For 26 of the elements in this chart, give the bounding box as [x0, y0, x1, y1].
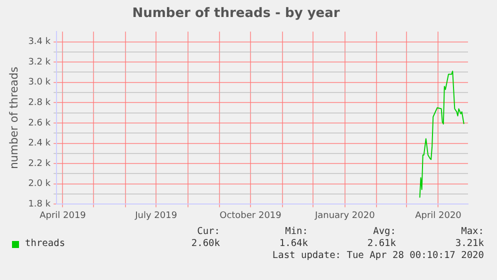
y-tick-label: 3.2 k — [28, 57, 52, 68]
y-tick-label: 2.0 k — [28, 179, 52, 190]
legend-label: threads — [25, 238, 66, 250]
text: Max: — [460, 226, 484, 238]
x-tick-label: January 2020 — [314, 210, 376, 221]
x-tick-label: April 2020 — [415, 210, 462, 221]
y-tick-label: 3.0 k — [28, 78, 52, 88]
y-tick-label: 2.6 k — [28, 118, 52, 128]
y-tick-label: 3.4 k — [28, 37, 52, 48]
text: 2.61k — [366, 238, 396, 250]
text: Cur: — [196, 226, 220, 238]
y-tick-label: 2.4 k — [28, 138, 52, 149]
text: Min: — [284, 226, 308, 238]
text: 2.60k — [190, 238, 220, 250]
x-tick-label: April 2019 — [40, 210, 86, 221]
y-axis-title: number of threads — [7, 66, 20, 170]
text: 3.21k — [454, 238, 484, 250]
y-tick-label: 2.8 k — [28, 98, 52, 108]
text: Last update: Tue Apr 28 00:10:17 2020 — [271, 250, 484, 262]
text: Avg: — [372, 226, 396, 238]
x-tick-label: October 2019 — [220, 210, 282, 221]
chart-title: Number of threads - by year — [132, 6, 340, 22]
y-tick-label: 2.2 k — [28, 158, 52, 169]
x-tick-label: July 2019 — [134, 210, 178, 221]
y-tick-label: 1.8 k — [28, 200, 52, 210]
text: 1.64k — [278, 238, 308, 250]
